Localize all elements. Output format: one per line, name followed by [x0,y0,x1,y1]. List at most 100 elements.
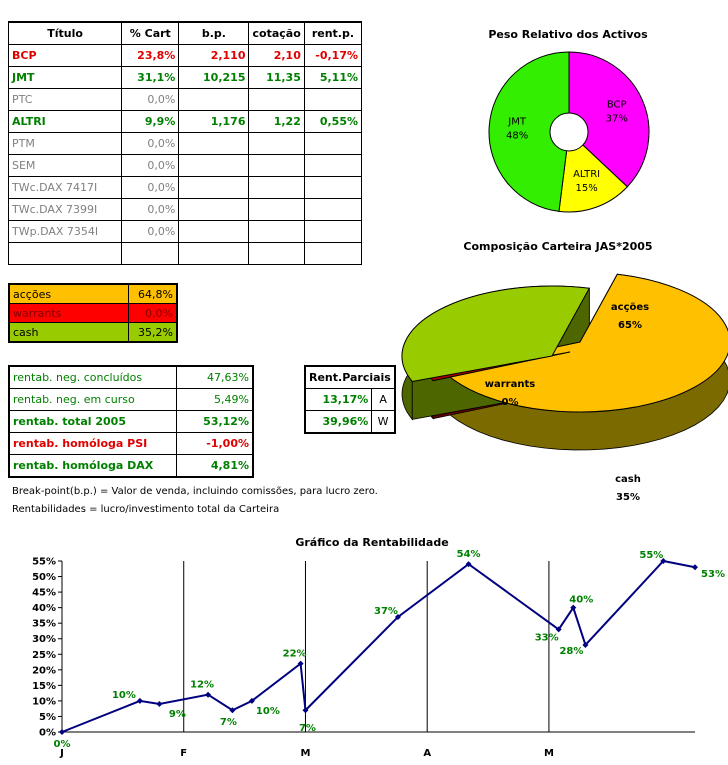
holding-title: TWc.DAX 7417I [7,176,123,199]
allocation-row: warrants 0,0% [8,303,178,323]
partials-table: Rent.Parciais 13,17% A 39,96% W [304,365,396,434]
holding-quote [248,88,305,111]
pie2-title: Composição Carteira JAS*2005 [463,240,652,253]
holding-bp [178,132,250,155]
holding-pct: 0,0% [121,198,180,221]
line-ytick-label: 35% [32,619,56,630]
holding-bp [178,242,250,265]
partial-code: W [371,410,396,434]
holding-title: PTM [7,132,123,155]
holding-row: TWc.DAX 7417I 0,0% [7,176,363,199]
line-point-label: 28% [559,646,583,657]
holding-row: TWp.DAX 7354I 0,0% [7,220,363,243]
line-ytick-label: 50% [32,572,56,583]
line-point [297,660,304,667]
holding-row: BCP 23,8% 2,110 2,10 -0,17% [7,44,363,67]
holding-row: SEM 0,0% [7,154,363,177]
line-xtick-label: M [300,748,310,759]
line-ytick-label: 10% [32,696,56,707]
return-row: rentab. homóloga PSI -1,00% [8,432,254,455]
line-point-label: 7% [299,723,316,734]
holding-pct: 0,0% [121,220,180,243]
holding-rent [303,154,363,177]
line-xtick-label: A [423,748,431,759]
holding-rent [303,88,363,111]
pie1-hole [549,112,589,152]
allocation-label: warrants [8,303,129,323]
line-point-label: 33% [535,632,559,643]
holdings-table: Título % Cart b.p. cotação rent.p. BCP 23… [7,21,363,265]
pie-portfolio-composition: Composição Carteira JAS*2005 acções 65% wa… [401,240,728,503]
holding-title: ALTRI [7,110,123,133]
holding-pct: 0,0% [121,176,180,199]
line-ytick-label: 45% [32,588,56,599]
holding-bp [178,198,250,221]
pie2-label-pct: 0% [502,397,519,408]
line-ytick-label: 55% [32,557,56,568]
return-value: 53,12% [176,410,254,433]
holding-title: BCP [7,44,123,67]
return-label: rentab. neg. concluídos [8,365,177,389]
line-point [570,604,577,611]
allocation-row: acções 64,8% [8,283,178,304]
line-returns-chart: Gráfico da Rentabilidade J F M A M 0% 5% 10% 15%… [32,536,725,759]
holding-row: PTM 0,0% [7,132,363,155]
partial-row: 13,17% A [304,388,396,411]
header-title: Título [7,21,123,45]
line-ytick-label: 20% [32,665,56,676]
pie2-label-name: warrants [485,379,535,390]
line-series [61,559,696,733]
pie2-label-name: acções [611,302,649,313]
holding-title [7,242,123,265]
holding-quote [248,198,305,221]
return-row: rentab. neg. em curso 5,49% [8,388,254,411]
line-xtick-label: M [544,748,554,759]
pie1-slice-bcp [568,51,650,188]
return-label: rentab. homóloga PSI [8,432,177,455]
pie2-slice-0 [442,273,728,413]
holding-pct: 0,0% [121,88,180,111]
holding-pct: 31,1% [121,66,180,89]
holding-pct: 0,0% [121,132,180,155]
holding-bp: 2,110 [178,44,250,67]
holding-bp [178,154,250,177]
holding-title: JMT [7,66,123,89]
holdings-header-row: Título % Cart b.p. cotação rent.p. [7,21,363,45]
line-point [136,697,143,704]
pie2-label-pct: 65% [618,320,642,331]
line-point [465,561,472,568]
line-point [59,729,65,735]
holding-bp [178,176,250,199]
holding-pct: 23,8% [121,44,180,67]
pie1-label-pct: 48% [506,131,528,142]
allocation-table: acções 64,8% warrants 0,0% cash 35,2% [8,283,178,343]
return-value: -1,00% [176,432,254,455]
pie1-slice-jmt [488,51,570,212]
line-ytick-label: 15% [32,681,56,692]
holding-title: TWp.DAX 7354I [7,220,123,243]
pie2-label-name: cash [615,474,641,485]
holding-quote [248,242,305,265]
line-point-label: 54% [457,549,481,560]
line-point-label: 37% [374,606,398,617]
return-row: rentab. neg. concluídos 47,63% [8,365,254,389]
pie1-label-name: BCP [607,99,627,110]
line-point-label: 9% [169,709,186,720]
allocation-value: 35,2% [128,322,178,343]
holding-quote: 11,35 [248,66,305,89]
holding-rent: -0,17% [303,44,363,67]
header-quote: cotação [248,21,305,45]
holding-rent: 5,11% [303,66,363,89]
holding-bp: 1,176 [178,110,250,133]
line-point-label: 40% [569,595,593,606]
holding-quote: 1,22 [248,110,305,133]
line-ytick-label: 30% [32,634,56,645]
holding-rent [303,242,363,265]
partial-code: A [371,388,396,411]
pie-relative-weights: Peso Relativo dos Activos BCP 37% ALTRI 15%… [488,28,650,213]
holding-rent [303,220,363,243]
return-row: rentab. total 2005 53,12% [8,410,254,433]
return-value: 4,81% [176,454,254,478]
holding-pct [121,242,180,265]
line-ytick-label: 0% [39,728,56,739]
